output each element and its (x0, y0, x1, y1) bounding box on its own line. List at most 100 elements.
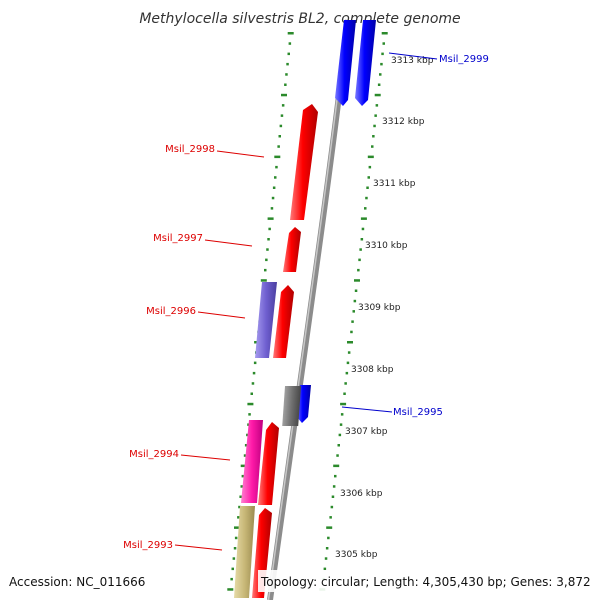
minor-tick (288, 42, 292, 45)
minor-tick (286, 62, 289, 66)
minor-tick (266, 248, 269, 251)
accession-text: Accession: NC_011666 (9, 575, 145, 589)
minor-tick (351, 320, 354, 323)
major-tick (281, 93, 287, 97)
minor-tick (265, 258, 268, 262)
minor-tick (350, 330, 353, 334)
minor-tick (352, 310, 355, 313)
minor-tick (377, 83, 381, 86)
major-tick (326, 526, 333, 529)
gene-label-msil-2998[interactable]: Msil_2998 (165, 144, 215, 155)
minor-tick (246, 433, 249, 437)
minor-tick (324, 557, 328, 560)
minor-tick (345, 371, 349, 375)
gene-feature-msil-2999-b[interactable] (355, 20, 376, 106)
major-tick (227, 588, 234, 591)
major-tick (381, 32, 388, 35)
minor-tick (272, 186, 276, 189)
gene-feature-msil-2993-adj[interactable] (252, 508, 272, 598)
major-tick (260, 279, 267, 282)
gene-feature-msil-2998[interactable] (290, 104, 318, 220)
gene-label-leaders (174, 52, 438, 551)
minor-tick (231, 567, 234, 571)
minor-tick (381, 52, 384, 56)
minor-tick (374, 114, 377, 117)
gene-label-msil-2995[interactable]: Msil_2995 (393, 407, 443, 418)
minor-tick (380, 62, 383, 66)
major-tick (354, 279, 360, 282)
minor-tick (239, 495, 242, 498)
minor-tick (279, 124, 283, 128)
minor-tick (330, 505, 334, 509)
minor-tick (253, 361, 257, 365)
minor-tick (281, 104, 285, 107)
tick-label-3313: 3313 kbp (391, 56, 434, 66)
major-tick (367, 155, 374, 159)
minor-tick (346, 361, 350, 365)
minor-tick (364, 207, 367, 210)
minor-tick (371, 145, 374, 148)
minor-tick (233, 547, 237, 550)
minor-tick (365, 196, 368, 200)
minor-tick (366, 186, 369, 189)
minor-tick (334, 474, 337, 478)
gene-feature-msil-2996[interactable] (255, 282, 277, 358)
minor-tick (336, 454, 339, 457)
minor-tick (338, 433, 342, 437)
gene-label-msil-2997[interactable]: Msil_2997 (153, 233, 203, 244)
minor-tick (234, 536, 238, 540)
minor-tick (329, 516, 332, 519)
major-tick (240, 464, 247, 468)
minor-tick (271, 196, 275, 200)
summary-backdrop (258, 570, 595, 592)
tick-label-3307: 3307 kbp (345, 427, 388, 437)
tick-label-3312: 3312 kbp (382, 117, 425, 127)
gene-label-msil-2993[interactable]: Msil_2993 (123, 540, 173, 551)
minor-tick (270, 207, 274, 210)
gene-feature-msil-2993[interactable] (234, 506, 255, 598)
gene-feature-msil-2999-a[interactable] (335, 20, 356, 106)
minor-tick (360, 238, 364, 241)
reverse-strand-features (234, 104, 318, 598)
major-tick (234, 526, 240, 529)
minor-tick (327, 536, 330, 540)
tick-label-3311: 3311 kbp (373, 179, 416, 189)
minor-tick (280, 114, 284, 117)
major-tick (360, 217, 367, 220)
major-tick (340, 402, 347, 406)
gene-feature-msil-2997[interactable] (283, 227, 301, 272)
minor-tick (367, 176, 370, 179)
minor-tick (379, 73, 382, 76)
minor-tick (248, 413, 251, 416)
minor-tick (354, 289, 358, 292)
minor-tick (243, 454, 247, 457)
major-tick (374, 93, 381, 97)
minor-tick (373, 124, 376, 128)
major-tick (267, 217, 274, 220)
minor-tick (252, 371, 256, 375)
minor-tick (359, 248, 362, 251)
gene-label-msil-2999[interactable]: Msil_2999 (439, 54, 489, 65)
minor-tick (278, 135, 281, 138)
minor-tick (238, 505, 241, 509)
tick-label-3308: 3308 kbp (351, 365, 394, 375)
minor-tick (275, 165, 278, 169)
minor-tick (347, 351, 351, 354)
minor-tick (244, 444, 248, 447)
gene-label-msil-2996[interactable]: Msil_2996 (146, 306, 196, 317)
minor-tick (343, 392, 346, 395)
gene-feature-msil-2996-adj[interactable] (273, 285, 294, 358)
gene-feature-msil-2994-adj[interactable] (258, 422, 279, 505)
minor-tick (264, 268, 267, 272)
minor-tick (232, 557, 236, 560)
gene-label-msil-2994[interactable]: Msil_2994 (129, 449, 179, 460)
gene-feature-msil-2994[interactable] (241, 420, 263, 503)
minor-tick (339, 423, 343, 426)
minor-tick (267, 238, 270, 241)
gene-feature-msil-2995-b[interactable] (282, 386, 302, 426)
minor-tick (240, 485, 243, 488)
right-tick-track (319, 32, 388, 591)
minor-tick (358, 258, 361, 262)
minor-tick (230, 577, 233, 581)
